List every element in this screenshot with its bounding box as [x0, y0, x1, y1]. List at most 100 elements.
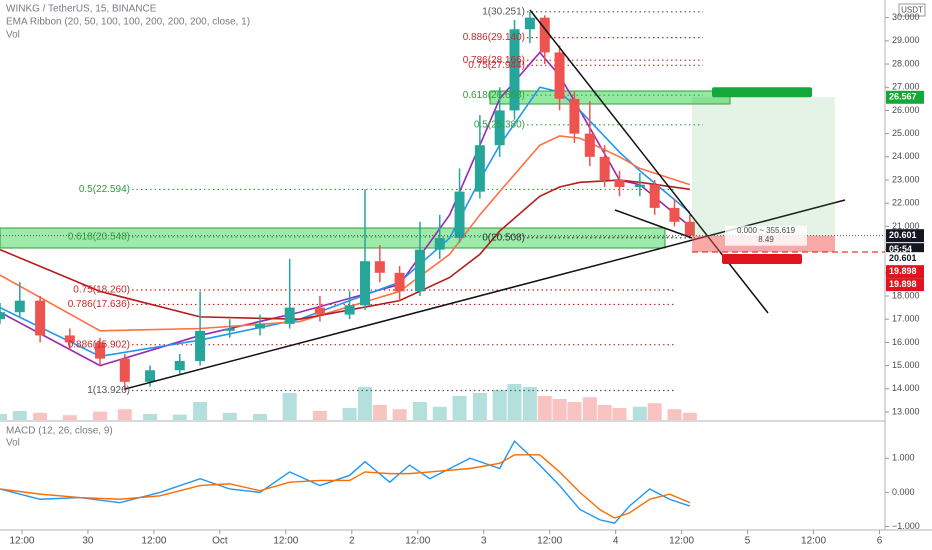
target-label: 26.567 — [889, 92, 917, 102]
info-box — [725, 225, 807, 246]
stop-handle — [722, 253, 802, 264]
candle-body — [509, 29, 520, 111]
ema-line — [0, 86, 691, 358]
y-tick-label: 28.000 — [892, 58, 920, 68]
candle-body — [634, 184, 645, 187]
y-tick-label: 25.000 — [892, 128, 920, 138]
volume-bar — [452, 396, 467, 420]
volume-bar — [472, 393, 487, 420]
grid — [132, 11, 703, 392]
volume-bar — [143, 414, 158, 420]
x-tick-label: 12:00 — [9, 536, 34, 547]
y-tick-label: 27.000 — [892, 82, 920, 92]
volume-bar — [0, 414, 7, 420]
candle-body — [95, 342, 106, 359]
volume-bar — [647, 403, 662, 420]
volume-bar — [33, 412, 48, 420]
x-tick-label: 4 — [613, 536, 619, 547]
candle-body — [554, 52, 565, 99]
volume-bar — [172, 414, 187, 420]
candle-body — [669, 207, 680, 222]
stop-label: 19.898 — [889, 279, 917, 289]
profit-zone — [692, 97, 835, 236]
y-tick-label: 14.000 — [892, 383, 920, 393]
x-tick-label: 12:00 — [801, 536, 826, 547]
candle-body — [359, 261, 370, 306]
x-tick-label: 5 — [745, 536, 751, 547]
volume-bar — [342, 408, 357, 420]
target-handle — [712, 87, 812, 98]
fib-label: 1(13.926) — [87, 385, 130, 396]
y-tick-label: 29.000 — [892, 35, 920, 45]
candle-body — [614, 180, 625, 187]
volume-bar — [612, 408, 627, 420]
x-tick-label: 30 — [82, 536, 94, 547]
last-price-label: 20.601 — [889, 230, 917, 240]
last-price-label: 20.601 — [889, 253, 917, 263]
y-tick-label: 21.000 — [892, 221, 920, 231]
macd-tick-label: −1.000 — [892, 521, 920, 531]
volume-bar — [412, 402, 427, 420]
volume-bar — [222, 412, 237, 420]
candle-body — [584, 133, 595, 157]
y-tick-label: 22.000 — [892, 198, 920, 208]
currency: USDT — [901, 6, 923, 15]
fib-label: 0.886(15.902) — [68, 339, 130, 350]
position-info: 0.000 ~ 355.619 — [737, 226, 796, 235]
y-tick-label: 23.000 — [892, 174, 920, 184]
candle-body — [35, 300, 46, 336]
currency-box — [898, 3, 926, 17]
trend-line — [614, 209, 693, 239]
y-tick-label: 16.000 — [892, 337, 920, 347]
y-tick-label: 30.000 — [892, 12, 920, 22]
volume-label: Vol — [6, 30, 20, 41]
candle-body — [414, 249, 425, 292]
x-tick-label: 2 — [349, 536, 355, 547]
volume-bar — [12, 411, 27, 420]
volume-bar — [432, 406, 447, 420]
candle-body — [255, 323, 266, 329]
macd-title: MACD (12, 26, close, 9) — [6, 426, 113, 437]
candle-body — [64, 335, 75, 343]
volume-bar — [93, 411, 108, 420]
y-tick-label: 13.000 — [892, 406, 920, 416]
x-tick-label: 12:00 — [405, 536, 430, 547]
fib-label: 0.786(28.166) — [463, 55, 525, 66]
x-tick-label: 6 — [877, 536, 883, 547]
target-label-box — [886, 90, 924, 104]
volume-bar — [312, 411, 327, 420]
volume-bar — [537, 396, 552, 420]
candle-body — [539, 17, 550, 53]
y-tick-label: 17.000 — [892, 314, 920, 324]
macd-line — [0, 440, 691, 524]
macd-tick-label: 1.000 — [892, 453, 915, 463]
marks — [0, 11, 697, 524]
stop-label-box — [886, 265, 924, 279]
y-tick-label: 26.000 — [892, 105, 920, 115]
countdown-label: 05:54 — [889, 244, 912, 254]
volume-bar — [667, 409, 682, 420]
volume-bar — [632, 406, 647, 420]
candle-body — [284, 307, 295, 324]
y-tick-label: 24.000 — [892, 151, 920, 161]
x-tick-label: 12:00 — [537, 536, 562, 547]
candle-body — [434, 238, 445, 250]
volume-bar — [282, 393, 297, 420]
candle-body — [224, 328, 235, 331]
candle-body — [119, 358, 130, 382]
fib-label: 0.75(18.260) — [73, 285, 130, 296]
candle-body — [314, 307, 325, 315]
volume-bar — [193, 402, 208, 420]
position-info: 8.49 — [758, 235, 774, 244]
last-price-label-box — [886, 252, 924, 266]
volume-bar — [62, 415, 77, 420]
fib-label: 0.618(26.658) — [463, 90, 525, 101]
y-tick-label: 18.000 — [892, 290, 920, 300]
fib-label: 0.886(29.140) — [463, 32, 525, 43]
candle-body — [145, 370, 156, 382]
volume-bar — [552, 399, 567, 420]
macd-tick-label: 0.000 — [892, 487, 915, 497]
fib-label: 0(20.508) — [482, 232, 525, 243]
